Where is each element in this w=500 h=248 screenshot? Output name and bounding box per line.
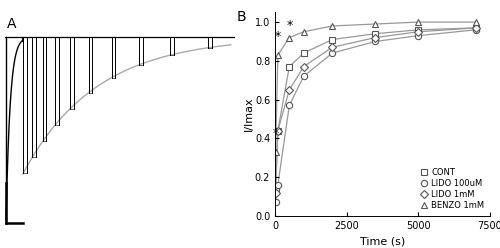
Text: *: * bbox=[272, 127, 278, 140]
Line: LIDO 1mM: LIDO 1mM bbox=[272, 25, 479, 196]
CONT bbox=[330, 38, 336, 41]
Text: B: B bbox=[236, 10, 246, 24]
LIDO 1mM bbox=[472, 26, 478, 29]
LIDO 100uM bbox=[472, 28, 478, 31]
CONT bbox=[272, 187, 278, 190]
BENZO 1mM bbox=[275, 54, 281, 57]
BENZO 1mM bbox=[286, 36, 292, 39]
BENZO 1mM bbox=[272, 150, 278, 153]
CONT bbox=[300, 52, 306, 55]
LIDO 1mM bbox=[275, 129, 281, 132]
CONT bbox=[416, 28, 422, 31]
LIDO 1mM bbox=[286, 88, 292, 91]
Line: LIDO 100uM: LIDO 100uM bbox=[272, 27, 479, 205]
LIDO 100uM bbox=[286, 104, 292, 107]
CONT bbox=[275, 129, 281, 132]
Text: A: A bbox=[8, 17, 17, 31]
LIDO 1mM bbox=[330, 46, 336, 49]
CONT bbox=[286, 65, 292, 68]
CONT bbox=[372, 32, 378, 35]
BENZO 1mM bbox=[372, 23, 378, 26]
BENZO 1mM bbox=[300, 30, 306, 33]
Line: CONT: CONT bbox=[272, 25, 479, 192]
LIDO 100uM bbox=[416, 34, 422, 37]
Text: *: * bbox=[286, 19, 292, 32]
X-axis label: Time (s): Time (s) bbox=[360, 236, 405, 246]
CONT bbox=[472, 26, 478, 29]
LIDO 1mM bbox=[300, 65, 306, 68]
Line: BENZO 1mM: BENZO 1mM bbox=[272, 19, 479, 155]
LIDO 100uM bbox=[330, 52, 336, 55]
LIDO 1mM bbox=[416, 30, 422, 33]
BENZO 1mM bbox=[330, 25, 336, 28]
LIDO 1mM bbox=[372, 36, 378, 39]
LIDO 100uM bbox=[300, 75, 306, 78]
Legend: CONT, LIDO 100uM, LIDO 1mM, BENZO 1mM: CONT, LIDO 100uM, LIDO 1mM, BENZO 1mM bbox=[420, 166, 486, 212]
LIDO 100uM bbox=[275, 183, 281, 186]
LIDO 100uM bbox=[272, 201, 278, 204]
LIDO 100uM bbox=[372, 40, 378, 43]
BENZO 1mM bbox=[416, 21, 422, 24]
Text: *: * bbox=[274, 31, 281, 43]
BENZO 1mM bbox=[472, 21, 478, 24]
LIDO 1mM bbox=[272, 191, 278, 194]
Y-axis label: I/Imax: I/Imax bbox=[244, 97, 254, 131]
